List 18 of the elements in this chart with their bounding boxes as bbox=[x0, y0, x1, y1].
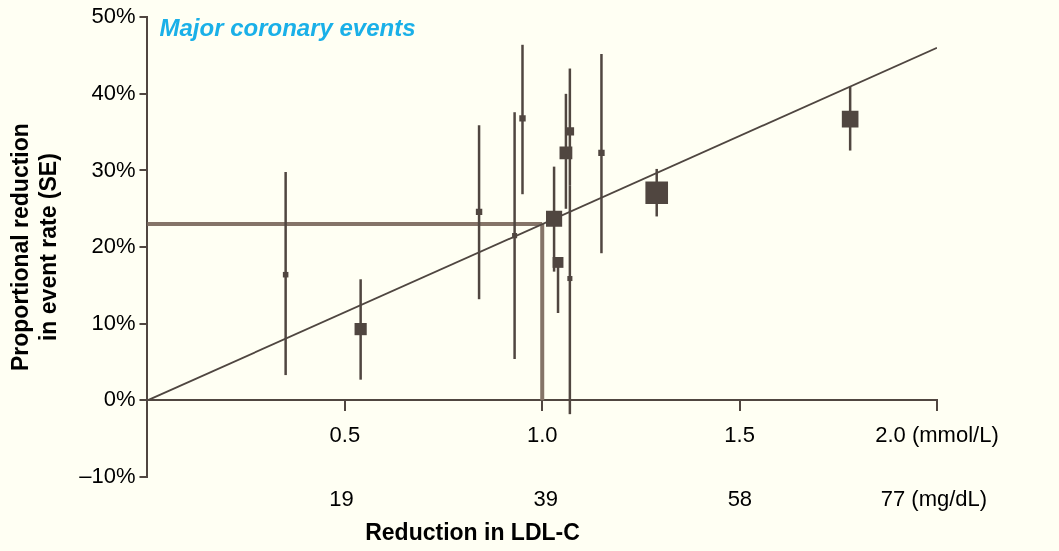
x2-tick-label: 19 bbox=[329, 486, 354, 512]
x-tick-label: 1.5 bbox=[724, 421, 755, 447]
chart-title: Major coronary events bbox=[159, 13, 416, 41]
y-axis-title: Proportional reduction in event rate (SE) bbox=[7, 123, 61, 372]
y-tick-label: 10% bbox=[91, 309, 136, 335]
y-tick-label: 40% bbox=[91, 79, 136, 105]
y-tick-label: 20% bbox=[91, 233, 136, 259]
y-tick-label: –10% bbox=[79, 463, 136, 489]
x-tick-label: 0.5 bbox=[329, 421, 361, 447]
y-tick-label: 0% bbox=[103, 386, 136, 412]
x2-tick-label: 58 bbox=[727, 486, 753, 512]
x2-tick-label: 77 (mg/dL) bbox=[880, 486, 988, 512]
x-tick-label: 1.0 bbox=[526, 421, 558, 447]
y-tick-label: 30% bbox=[91, 156, 136, 182]
y-tick-label: 50% bbox=[91, 3, 136, 29]
x-tick-label: 2.0 (mmol/L) bbox=[875, 421, 999, 447]
x2-tick-label: 39 bbox=[533, 486, 559, 512]
x-axis-title: Reduction in LDL-C bbox=[365, 518, 580, 545]
